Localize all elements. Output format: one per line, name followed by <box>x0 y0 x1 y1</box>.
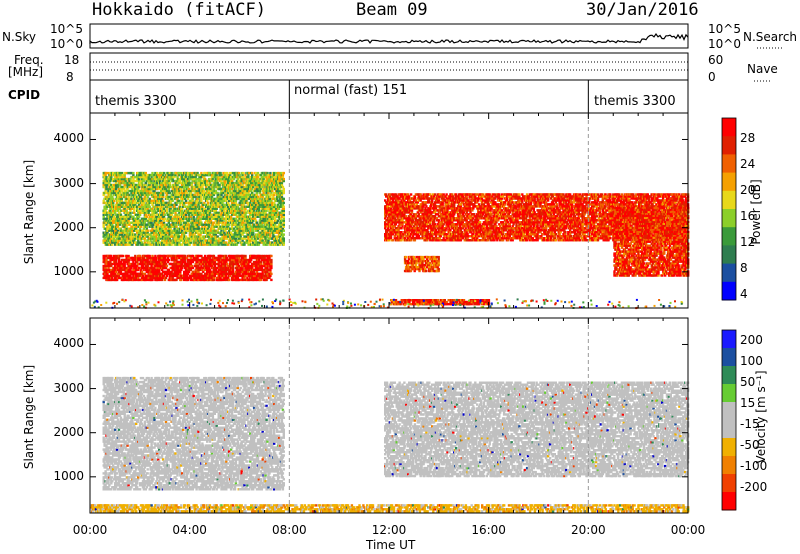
power-cell <box>244 255 246 257</box>
power-cell <box>270 273 272 275</box>
power-cell <box>228 279 230 281</box>
power-echo-data <box>91 172 689 309</box>
power-cell <box>270 255 272 257</box>
power-cell <box>207 202 209 204</box>
power-cell <box>270 279 272 281</box>
power-cell <box>147 230 149 232</box>
power-cell <box>132 172 134 174</box>
power-cell <box>122 255 124 257</box>
power-cell <box>270 259 272 261</box>
power-cell <box>166 265 168 267</box>
power-cell <box>168 259 170 261</box>
